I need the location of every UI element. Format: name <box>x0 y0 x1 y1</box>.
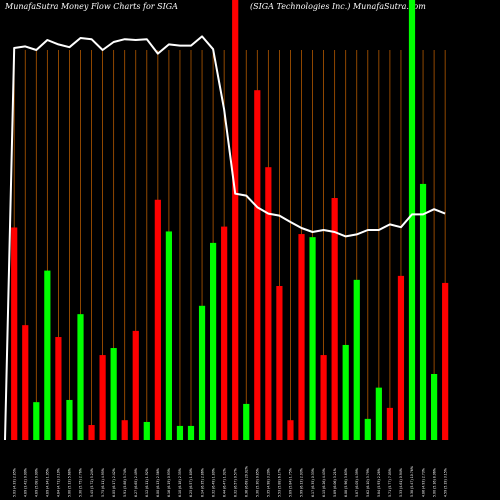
bar-down <box>276 286 283 440</box>
bar-down <box>232 0 239 440</box>
bar-down <box>221 226 228 440</box>
bar-up <box>364 418 371 440</box>
bar-down <box>265 167 272 440</box>
x-tick-label: 5.53 (5.88) 6.17% <box>278 468 282 497</box>
x-tick-label: 5.89 (6.06) 3.21% <box>333 468 337 497</box>
bar-up <box>243 403 250 440</box>
x-tick-label: 5.45 (5.72) 5.24% <box>90 468 94 497</box>
x-tick-label: 4.89 (5.08) 0.00% <box>35 468 39 497</box>
bar-up <box>419 183 427 441</box>
bar-up <box>408 0 416 440</box>
x-tick-label: 5.00 (5.16) 8.96% <box>432 468 436 497</box>
bar-down <box>154 199 161 440</box>
x-tick-label: 6.32 (6.49) 1.89% <box>211 468 215 497</box>
x-tick-label: 6.36 (6.69) 20.02% <box>244 466 248 497</box>
bar-up <box>210 242 217 440</box>
bar-down <box>254 90 261 440</box>
x-tick-label: 5.33 (4.61) 0.94% <box>399 468 403 497</box>
x-tick-label: 6.15 (6.26) 4.43% <box>322 468 326 497</box>
x-tick-label: 6.08 (5.96) 3.63% <box>344 468 348 497</box>
x-tick-label: 5.35 (4.98) 3.20% <box>267 468 271 497</box>
bar-down <box>397 275 405 440</box>
bar-down <box>331 198 338 440</box>
bar-down <box>88 425 95 440</box>
bar-down <box>55 337 62 440</box>
price-line-path <box>4 35 446 441</box>
x-tick-label: 5.00 (5.13) 5.68% <box>68 468 72 497</box>
bar-down <box>442 282 449 440</box>
bar-up <box>431 374 438 440</box>
price-line <box>4 35 446 441</box>
x-tick-label: 6.25 (6.57) 1.80% <box>189 468 193 497</box>
bar-up <box>77 314 84 440</box>
x-tick-label: 5.03 (4.33) 2.85% <box>12 468 16 497</box>
bar-up <box>342 344 349 440</box>
bar-up <box>33 402 40 440</box>
x-tick-label: 5.30 (5.75) 2.76% <box>79 468 83 497</box>
x-tick-label: 6.12 (6.11) 1.92% <box>145 468 149 497</box>
bar-down <box>132 330 139 440</box>
bar-down <box>298 234 305 440</box>
x-tick-label: 4.89 (4.34) 1.05% <box>46 468 50 497</box>
x-tick-label: 5.75 (6.11) 4.95% <box>101 468 105 497</box>
x-tick-label: 6.05 (6.17) 2.42% <box>112 468 116 497</box>
x-tick-label: 5.89 (5.84) 1.75% <box>289 468 293 497</box>
bar-down <box>287 420 294 440</box>
x-tick-label: 5.38 (5.47) 10.76% <box>410 466 414 497</box>
x-tick-label: 6.10 (6.18) 2.35% <box>178 468 182 497</box>
bar-down <box>22 325 29 440</box>
x-tick-label: 6.17 (6.35) 0.33% <box>311 468 315 497</box>
bar-down <box>121 420 128 440</box>
x-tick-label: 6.44 (6.47) 1.92% <box>222 468 226 497</box>
bar-down <box>320 355 327 440</box>
x-tick-label: 4.59 (5.19) 3.15% <box>443 468 447 497</box>
x-tick-label: 6.32 (6.57) 0.57% <box>233 468 237 497</box>
x-tick-label: 4.86 (4.93) 2.73% <box>421 468 425 497</box>
x-tick-label: 6.27 (6.65) 2.49% <box>134 468 138 497</box>
bar-up <box>165 231 172 440</box>
x-tick-label: 5.84 (5.93) 2.28% <box>377 468 381 497</box>
x-tick-label: 6.16 (6.19) 0.93% <box>167 468 171 497</box>
bar-up <box>375 387 382 440</box>
bar-up <box>143 421 150 440</box>
header-right: (SIGA Technologies Inc.) MunafaSutra.com <box>250 2 426 11</box>
x-tick-label: 5.87 (6.05) 4.39% <box>355 468 359 497</box>
bar-down <box>99 355 106 440</box>
x-tick-label: 6.14 (6.35) 2.86% <box>200 468 204 497</box>
x-tick-label: 5.71 (5.77) 7.05% <box>388 468 392 497</box>
bar-up <box>353 279 360 440</box>
bar-down <box>386 407 393 440</box>
bar-down <box>11 227 18 440</box>
bar-up <box>198 305 206 440</box>
bar-up <box>66 399 73 440</box>
bar-series <box>11 0 449 441</box>
x-tick-label: 5.91 (5.88) 5.74% <box>123 468 127 497</box>
bar-up <box>309 237 316 440</box>
header-left: MunafaSutra Money Flow Charts for SIGA <box>4 2 178 11</box>
x-tick-label: 5.30 (5.30) 0.85% <box>256 468 260 497</box>
x-tick-label: 4.84 (4.71) 3.19% <box>57 468 61 497</box>
x-tick-label: 4.89 (3.42) 0.00% <box>23 468 27 497</box>
x-tick-label: 6.00 (6.13) 2.56% <box>156 468 160 497</box>
bar-up <box>187 425 195 440</box>
x-tick-label: 5.99 (6.13) 2.93% <box>300 468 304 497</box>
x-tick-label: 5.62 (6.10) 3.79% <box>366 468 370 497</box>
bar-up <box>176 425 184 440</box>
bar-up <box>110 348 117 440</box>
bar-up <box>44 270 51 440</box>
x-tick-labels: 5.03 (4.33) 2.85% 4.89 (3.42) 0.00% 4.89 (… <box>12 466 447 497</box>
